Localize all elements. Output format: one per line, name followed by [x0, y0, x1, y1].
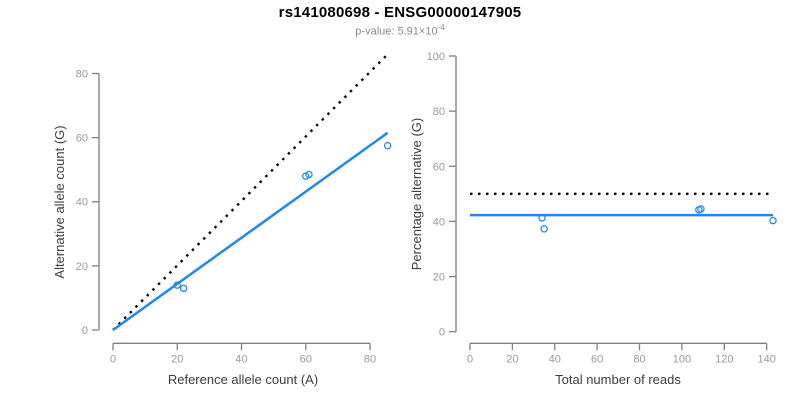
x-tick-label: 0 [467, 353, 473, 365]
y-tick-label: 40 [76, 197, 88, 209]
y-tick-label: 80 [433, 106, 445, 118]
regression-line [112, 131, 389, 332]
y-tick-label: 0 [439, 327, 445, 339]
x-tick-label: 60 [591, 353, 603, 365]
y-tick-label: 20 [76, 261, 88, 273]
data-point [697, 205, 705, 213]
x-tick-label: 60 [300, 353, 312, 365]
right-scatter-plot: Total number of reads Percentage alterna… [409, 51, 777, 387]
y-tick-label: 0 [82, 325, 88, 337]
x-tick-label: 80 [364, 353, 376, 365]
x-tick-label: 120 [715, 353, 733, 365]
left-scatter-plot: Reference allele count (A) Alternative a… [52, 55, 392, 387]
right-y-axis-title: Percentage alternative (G) [409, 118, 424, 270]
data-point [305, 170, 313, 179]
x-tick-label: 100 [673, 353, 691, 365]
figure-title: rs141080698 - ENSG00000147905 [278, 4, 522, 21]
x-tick-label: 40 [549, 353, 561, 365]
p-value-text: p-value: 5.91×10 [355, 25, 438, 38]
data-point [538, 214, 546, 222]
y-tick-label: 60 [433, 161, 445, 173]
x-tick-label: 20 [506, 353, 518, 365]
y-tick-label: 80 [76, 68, 88, 80]
data-point [769, 216, 777, 225]
left-x-axis-title: Reference allele count (A) [168, 372, 318, 387]
x-tick-label: 40 [235, 353, 247, 365]
x-tick-label: 0 [110, 353, 116, 365]
data-point [173, 281, 181, 289]
identity-line [112, 55, 387, 331]
data-point [540, 225, 548, 233]
figure-subtitle: p-value: 5.91×10-4 [0, 23, 800, 38]
data-point [383, 141, 392, 150]
x-tick-label: 140 [757, 353, 775, 365]
x-tick-label: 80 [633, 353, 645, 365]
y-tick-label: 40 [433, 216, 445, 228]
p-value-exponent: -4 [437, 23, 445, 32]
x-tick-label: 20 [171, 353, 183, 365]
left-y-axis-title: Alternative allele count (G) [52, 125, 67, 278]
y-tick-label: 20 [433, 272, 445, 284]
right-x-axis-title: Total number of reads [555, 372, 681, 387]
y-tick-label: 60 [76, 133, 88, 145]
y-tick-label: 100 [427, 51, 445, 63]
data-point [179, 284, 188, 293]
